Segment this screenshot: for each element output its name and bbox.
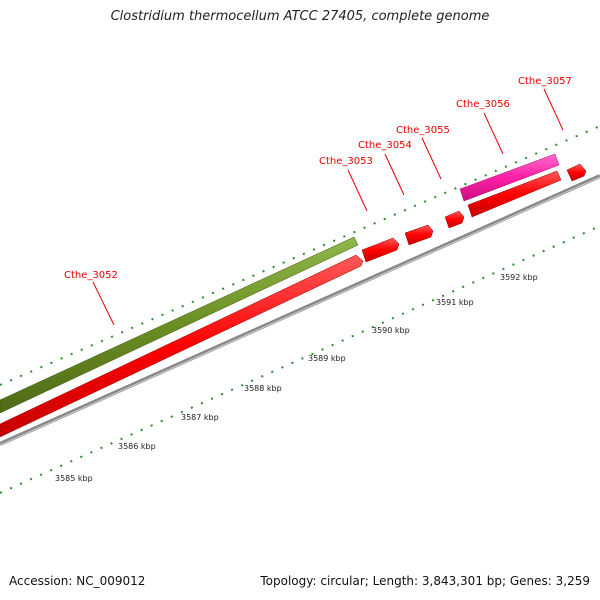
map-title: Clostridium thermocellum ATCC 27405, com… bbox=[110, 9, 490, 24]
kbp-label: 3591 kbp bbox=[436, 298, 474, 307]
kbp-label: 3592 kbp bbox=[500, 273, 538, 282]
gene-labels: Cthe_3052 Cthe_3053 Cthe_3054 Cthe_3055 … bbox=[64, 76, 572, 281]
genome-backbone bbox=[0, 174, 600, 446]
kbp-label: 3585 kbp bbox=[55, 474, 93, 483]
gene-label[interactable]: Cthe_3052 bbox=[64, 270, 118, 281]
genome-summary-text: Topology: circular; Length: 3,843,301 bp… bbox=[260, 574, 590, 588]
gene-label[interactable]: Cthe_3055 bbox=[396, 125, 450, 136]
cds-features bbox=[0, 163, 587, 438]
cds-cthe-3057[interactable] bbox=[566, 163, 587, 182]
cds-cthe-3056[interactable] bbox=[467, 170, 562, 218]
gene-label[interactable]: Cthe_3056 bbox=[456, 99, 510, 110]
outer-tick-track bbox=[0, 125, 600, 386]
kbp-label: 3589 kbp bbox=[308, 354, 346, 363]
gene-label[interactable]: Cthe_3054 bbox=[358, 140, 412, 151]
kbp-label: 3590 kbp bbox=[372, 326, 410, 335]
cds-cthe-3052[interactable] bbox=[0, 254, 364, 438]
kbp-label: 3587 kbp bbox=[181, 413, 219, 422]
gene-cthe-3056-pink[interactable] bbox=[459, 153, 560, 202]
gene-label-leaders bbox=[92, 88, 564, 326]
gene-label[interactable]: Cthe_3053 bbox=[319, 156, 373, 167]
gene-label[interactable]: Cthe_3057 bbox=[518, 76, 572, 87]
accession-text: Accession: NC_009012 bbox=[9, 574, 146, 588]
cds-cthe-3054[interactable] bbox=[404, 224, 434, 246]
kbp-labels: 3585 kbp 3586 kbp 3587 kbp 3588 kbp 3589… bbox=[55, 273, 538, 483]
cds-cthe-3055[interactable] bbox=[444, 210, 465, 229]
gene-cthe-3052-olive[interactable] bbox=[0, 236, 359, 414]
kbp-label: 3586 kbp bbox=[118, 442, 156, 451]
cds-cthe-3053[interactable] bbox=[361, 237, 400, 263]
kbp-label: 3588 kbp bbox=[244, 384, 282, 393]
